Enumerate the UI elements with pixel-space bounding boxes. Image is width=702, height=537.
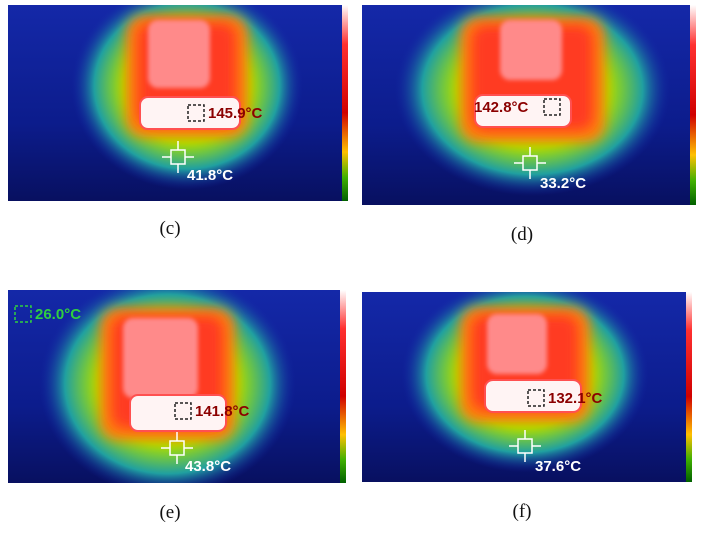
thermal-image — [8, 290, 340, 483]
temperature-reading: 132.1°C — [548, 390, 603, 407]
spot-marker — [174, 402, 192, 420]
temperature-reading: 41.8°C — [187, 167, 233, 184]
temperature-reading: 43.8°C — [185, 458, 231, 475]
panel-caption: (c) — [159, 218, 180, 239]
color-scale — [690, 5, 696, 205]
temperature-reading: 142.8°C — [474, 99, 529, 116]
hot-pad — [123, 318, 198, 398]
panel-caption: (e) — [159, 502, 180, 523]
thermal-image — [8, 5, 342, 201]
temperature-reading: 37.6°C — [535, 458, 581, 475]
spot-crosshair — [509, 430, 541, 462]
hot-spot — [129, 394, 227, 432]
panel-caption: (f) — [513, 501, 532, 522]
spot-marker — [187, 104, 205, 122]
spot-marker — [527, 389, 545, 407]
hot-pad — [500, 20, 562, 80]
temperature-reading: 145.9°C — [208, 105, 263, 122]
temperature-reading: 26.0°C — [35, 306, 81, 323]
hot-pad — [148, 20, 210, 88]
spot-marker — [543, 98, 561, 116]
spot-crosshair — [162, 141, 194, 173]
spot-crosshair — [161, 432, 193, 464]
hot-spot — [484, 379, 582, 413]
thermal-image — [362, 292, 686, 482]
color-scale — [342, 5, 348, 201]
spot-crosshair — [514, 147, 546, 179]
hot-spot — [139, 96, 241, 130]
color-scale — [340, 290, 346, 483]
hot-pad — [487, 314, 547, 374]
hot-spot — [474, 94, 572, 128]
temperature-reading: 141.8°C — [195, 403, 250, 420]
temperature-reading: 33.2°C — [540, 175, 586, 192]
thermal-image — [362, 5, 690, 205]
color-scale — [686, 292, 692, 482]
panel-caption: (d) — [511, 224, 533, 245]
spot-marker — [14, 305, 32, 323]
